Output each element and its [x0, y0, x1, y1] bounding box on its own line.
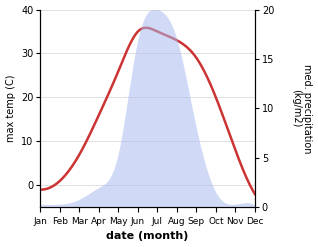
Y-axis label: med. precipitation
(kg/m2): med. precipitation (kg/m2)	[291, 64, 313, 153]
X-axis label: date (month): date (month)	[107, 231, 189, 242]
Y-axis label: max temp (C): max temp (C)	[5, 75, 16, 142]
